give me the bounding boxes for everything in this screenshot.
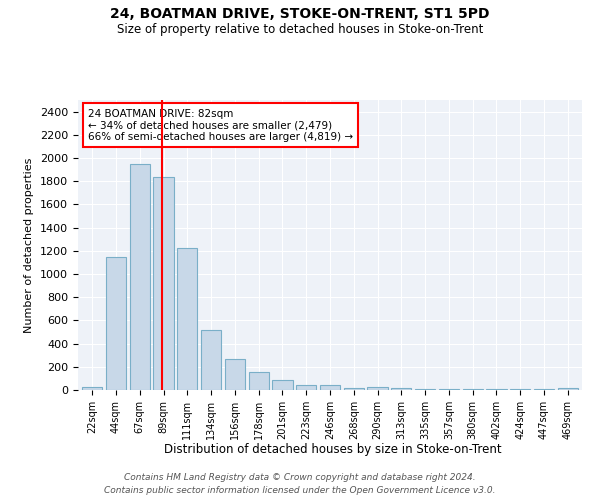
Bar: [344, 388, 364, 390]
Text: Distribution of detached houses by size in Stoke-on-Trent: Distribution of detached houses by size …: [164, 442, 502, 456]
Text: 24 BOATMAN DRIVE: 82sqm
← 34% of detached houses are smaller (2,479)
66% of semi: 24 BOATMAN DRIVE: 82sqm ← 34% of detache…: [88, 108, 353, 142]
Bar: [415, 389, 435, 390]
Bar: [201, 330, 221, 390]
Text: 24, BOATMAN DRIVE, STOKE-ON-TRENT, ST1 5PD: 24, BOATMAN DRIVE, STOKE-ON-TRENT, ST1 5…: [110, 8, 490, 22]
Bar: [177, 248, 197, 390]
Bar: [367, 387, 388, 390]
Bar: [248, 372, 269, 390]
Bar: [557, 388, 578, 390]
Text: Contains HM Land Registry data © Crown copyright and database right 2024.
Contai: Contains HM Land Registry data © Crown c…: [104, 474, 496, 495]
Bar: [154, 176, 173, 390]
Y-axis label: Number of detached properties: Number of detached properties: [25, 158, 34, 332]
Text: Size of property relative to detached houses in Stoke-on-Trent: Size of property relative to detached ho…: [117, 22, 483, 36]
Bar: [272, 380, 293, 390]
Bar: [296, 385, 316, 390]
Bar: [320, 386, 340, 390]
Bar: [130, 164, 150, 390]
Bar: [106, 256, 126, 390]
Bar: [225, 358, 245, 390]
Bar: [82, 386, 103, 390]
Bar: [391, 388, 412, 390]
